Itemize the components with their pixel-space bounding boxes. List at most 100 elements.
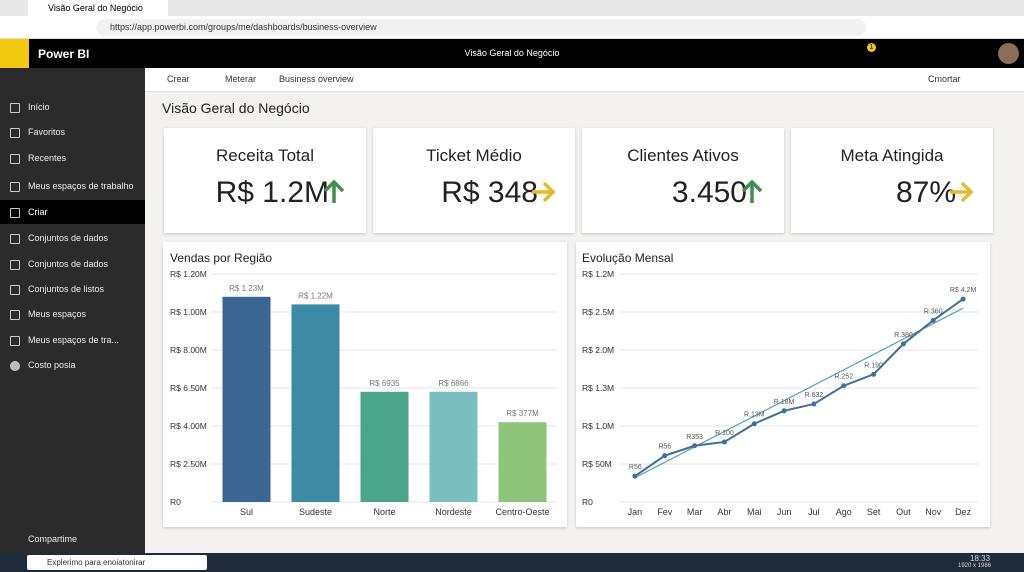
arrow: [950, 181, 974, 203]
bar: [291, 304, 340, 502]
nav-item[interactable]: Meus espaços de trabalho: [28, 181, 134, 191]
data-label: R56: [629, 464, 642, 471]
y-tick-label: R$ 4.00M: [170, 421, 207, 431]
kpi-value: R$ 348: [441, 176, 538, 209]
x-tick-label: Nordeste: [435, 507, 472, 517]
data-label: R.100: [715, 430, 734, 437]
data-label: R56: [658, 444, 671, 451]
x-tick-label: Dez: [955, 507, 972, 517]
data-label: R$ 377M: [506, 409, 539, 418]
point: [721, 439, 727, 445]
x-tick-label: Nov: [925, 507, 942, 517]
kpi-card[interactable]: Meta Atingida 87%: [791, 128, 993, 233]
line: [634, 298, 964, 477]
data-label: R.360: [924, 308, 943, 315]
trend-arrow: [950, 181, 974, 203]
point: [871, 371, 877, 377]
nav-item[interactable]: Favoritos: [28, 127, 66, 137]
x-tick-label: Fev: [657, 507, 673, 517]
kpi-label: Clientes Ativos: [627, 146, 739, 165]
point: [960, 296, 966, 302]
bar: [360, 391, 409, 502]
kpi-value: 3.450: [671, 176, 747, 209]
x-tick-label: Mai: [747, 507, 762, 517]
nav-item[interactable]: Criar: [0, 200, 145, 224]
y-tick-label: R$ 1.2M: [582, 269, 614, 279]
data-label: R$ 1.22M: [298, 291, 333, 300]
chart-title: Vendas por Região: [170, 251, 272, 265]
toolbar-item[interactable]: Business overview: [279, 74, 354, 84]
y-tick-label: R$ 2.5M: [582, 307, 614, 317]
nav-footer[interactable]: Compartime: [28, 534, 78, 544]
search-box[interactable]: Explerimo para enoiatonirar: [27, 555, 207, 570]
arrow: [532, 181, 556, 203]
kpi-label: Receita Total: [216, 146, 314, 165]
toolbar-item[interactable]: Crear: [167, 74, 190, 84]
trend-arrow: [741, 179, 763, 203]
data-label: R.632: [805, 392, 824, 399]
browser-tab[interactable]: Visão Geral do Negócio: [28, 0, 168, 16]
nav-icon: [10, 260, 20, 270]
y-tick-label: R$ 6.50M: [170, 383, 207, 393]
toolbar-item[interactable]: Cmortar: [928, 74, 961, 84]
point: [692, 443, 698, 449]
toolbar: Crear Meterar Business overview Cmortar: [145, 68, 1024, 92]
arrow: [323, 179, 345, 203]
x-tick-label: Jul: [808, 507, 820, 517]
nav-item[interactable]: Início: [28, 102, 50, 112]
avatar[interactable]: [998, 43, 1019, 64]
nav-item[interactable]: Meus espaços: [28, 309, 87, 319]
point: [662, 453, 668, 459]
chart-title: Evolução Mensal: [582, 251, 673, 265]
nav-icon: [10, 336, 20, 346]
kpi-value: R$ 1.2M: [215, 176, 329, 209]
data-label: R$ 6935: [369, 379, 400, 388]
nav-icon: [10, 310, 20, 320]
toolbar-item[interactable]: Meterar: [225, 74, 257, 84]
y-tick-label: R$ 1.3M: [582, 383, 614, 393]
notification-badge[interactable]: 1: [867, 43, 876, 52]
y-tick-label: R$ 2.0M: [582, 345, 614, 355]
chart-card: [576, 242, 990, 527]
nav-item[interactable]: Conjuntos de listos: [28, 284, 105, 294]
y-tick-label: R$ 2.50M: [170, 459, 207, 469]
nav-item[interactable]: Conjuntos de dados: [28, 233, 109, 243]
kpi-card[interactable]: Receita Total R$ 1.2M: [164, 128, 366, 233]
x-tick-label: Centro-Oeste: [495, 507, 549, 517]
app-launcher[interactable]: [0, 39, 29, 68]
url-field[interactable]: https://app.powerbi.com/groups/me/dashbo…: [96, 19, 866, 36]
page-title[interactable]: Visão Geral do Negócio: [162, 100, 310, 116]
nav-icon: [10, 182, 20, 192]
bar: [498, 422, 547, 502]
nav-item[interactable]: Meus espaços de tra...: [28, 335, 120, 345]
point: [632, 473, 638, 479]
x-tick-label: Jun: [777, 507, 792, 517]
kpi-card[interactable]: Ticket Médio R$ 348: [373, 128, 575, 233]
nav-item[interactable]: Recentes: [28, 153, 67, 163]
trend-line: [634, 307, 964, 479]
nav-item[interactable]: Costo posia: [28, 360, 76, 370]
arrow: [741, 179, 763, 203]
nav-icon: [10, 234, 20, 244]
data-label: R$ 1.23M: [229, 284, 264, 293]
point: [900, 341, 906, 347]
x-tick-label: Out: [896, 507, 911, 517]
data-label: R.13M: [744, 412, 765, 419]
data-label: R.380: [894, 332, 913, 339]
data-label: R.18M: [774, 399, 795, 406]
nav-icon: [10, 128, 20, 138]
nav-icon: [10, 285, 20, 295]
y-tick-label: R$ 1.0M: [582, 421, 614, 431]
x-tick-label: Set: [867, 507, 881, 517]
point: [930, 317, 936, 323]
report-title: Visão Geral do Negócio: [464, 48, 560, 58]
kpi-label: Ticket Médio: [426, 146, 522, 165]
nav-item[interactable]: Conjuntos de dados: [28, 259, 109, 269]
kpi-card[interactable]: Clientes Ativos 3.450: [582, 128, 784, 233]
trend-arrow: [323, 179, 345, 203]
y-tick-label: R0: [582, 497, 593, 507]
x-tick-label: Ago: [836, 507, 852, 517]
y-tick-label: R$ 50M: [582, 459, 612, 469]
